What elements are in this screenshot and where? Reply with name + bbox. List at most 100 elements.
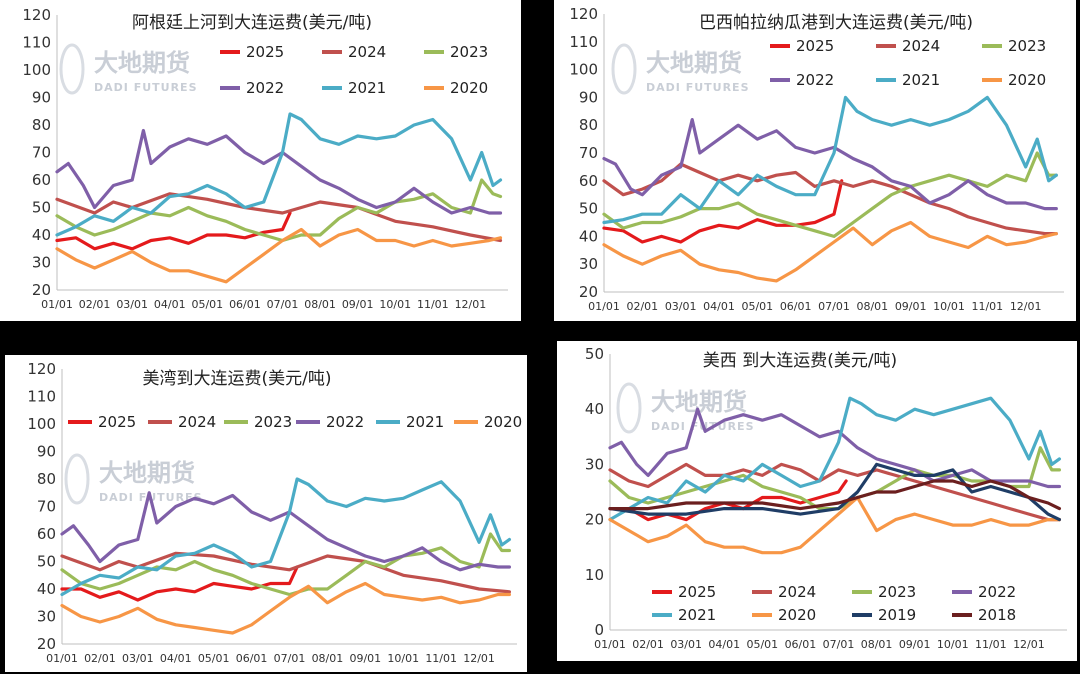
legend-label-2024: 2024 bbox=[778, 583, 816, 601]
x-tick-label: 06/01 bbox=[780, 300, 812, 313]
x-tick-label: 09/01 bbox=[342, 298, 374, 311]
y-tick-label: 100 bbox=[22, 61, 51, 79]
series-line-2024 bbox=[608, 462, 1061, 522]
y-tick-label: 110 bbox=[569, 33, 598, 51]
legend-label-2024: 2024 bbox=[902, 37, 940, 55]
series-line-2023 bbox=[608, 446, 1061, 511]
y-tick-label: 90 bbox=[32, 89, 51, 107]
legend-label-2021: 2021 bbox=[678, 606, 716, 624]
chart-panel-argentina: 20 30 40 50 60 70 80 90 100 110 120 01/01 02/01 03/01… bbox=[0, 0, 521, 321]
x-tick-label: 04/01 bbox=[708, 638, 740, 651]
series-line-2021 bbox=[60, 477, 511, 597]
y-tick-label: 60 bbox=[32, 171, 51, 189]
x-tick-label: 03/01 bbox=[670, 638, 702, 651]
y-tick-label: 80 bbox=[37, 470, 56, 488]
watermark-logo: 大地期货 DADI FUTURES bbox=[611, 43, 750, 95]
y-tick-label: 30 bbox=[32, 254, 51, 272]
watermark-name: 大地期货 bbox=[646, 49, 742, 77]
legend-label-2022: 2022 bbox=[246, 79, 284, 97]
x-tick-label: 08/01 bbox=[856, 300, 888, 313]
legend-label-2023: 2023 bbox=[1008, 37, 1046, 55]
x-tick-label: 12/01 bbox=[455, 298, 487, 311]
y-tick-label: 20 bbox=[585, 511, 604, 529]
x-tick-label: 02/01 bbox=[79, 298, 111, 311]
x-tick-label: 01/01 bbox=[594, 638, 626, 651]
x-tick-label: 10/01 bbox=[937, 638, 969, 651]
x-tick-label: 08/01 bbox=[304, 298, 336, 311]
x-tick-label: 05/01 bbox=[198, 652, 230, 665]
legend-label-2023: 2023 bbox=[450, 43, 488, 61]
x-tick-label: 02/01 bbox=[84, 652, 116, 665]
x-tick-label: 01/01 bbox=[46, 652, 78, 665]
y-tick-label: 30 bbox=[579, 255, 598, 273]
y-tick-label: 120 bbox=[22, 6, 51, 24]
y-tick-label: 90 bbox=[579, 88, 598, 106]
x-tick-label: 10/01 bbox=[379, 298, 411, 311]
series-line-2025 bbox=[608, 479, 848, 522]
y-tick-label: 30 bbox=[37, 608, 56, 626]
chart-us-gulf: 20 30 40 50 60 70 80 90 100 110 120 01/01 02/01 03/01… bbox=[27, 360, 522, 665]
legend-label-2022: 2022 bbox=[978, 583, 1016, 601]
series-line-2021 bbox=[608, 396, 1061, 522]
legend-label-2019: 2019 bbox=[878, 606, 916, 624]
x-tick-label: 10/01 bbox=[387, 652, 419, 665]
legend-label-2025: 2025 bbox=[246, 43, 284, 61]
y-tick-label: 50 bbox=[585, 345, 604, 363]
x-tick-label: 04/01 bbox=[154, 298, 186, 311]
x-tick-label: 02/01 bbox=[626, 300, 658, 313]
watermark-logo-mark bbox=[64, 453, 90, 505]
series-line-2025 bbox=[602, 179, 844, 244]
legend-label-2022: 2022 bbox=[326, 413, 364, 431]
watermark-sub: DADI FUTURES bbox=[94, 81, 198, 94]
chart-panel-us-gulf: 20 30 40 50 60 70 80 90 100 110 120 01/01 02/01 03/01… bbox=[5, 355, 527, 672]
x-tick-label: 07/01 bbox=[274, 652, 306, 665]
x-tick-label: 11/01 bbox=[417, 298, 449, 311]
legend-label-2018: 2018 bbox=[978, 606, 1016, 624]
chart-panel-brazil: 20 30 40 50 60 70 80 90 100 110 120 01/01 02/01 03/01… bbox=[554, 0, 1076, 321]
x-tick-label: 04/01 bbox=[160, 652, 192, 665]
series-line-2020 bbox=[608, 495, 1061, 555]
x-tick-label: 06/01 bbox=[785, 638, 817, 651]
y-tick-label: 50 bbox=[32, 199, 51, 217]
series-line-2021 bbox=[55, 112, 503, 237]
series-line-2024 bbox=[602, 162, 1058, 236]
legend-label-2023: 2023 bbox=[878, 583, 916, 601]
watermark-logo-mark bbox=[616, 382, 642, 434]
series-line-2022 bbox=[608, 407, 1061, 489]
x-tick-label: 11/01 bbox=[971, 300, 1003, 313]
x-tick-label: 04/01 bbox=[703, 300, 735, 313]
y-tick-label: 70 bbox=[32, 144, 51, 162]
y-tick-label: 50 bbox=[579, 200, 598, 218]
series-line-2018 bbox=[608, 479, 1061, 511]
y-tick-label: 70 bbox=[37, 498, 56, 516]
x-tick-label: 03/01 bbox=[122, 652, 154, 665]
watermark-logo: 大地期货 DADI FUTURES bbox=[59, 43, 198, 95]
x-tick-label: 08/01 bbox=[312, 652, 344, 665]
y-tick-label: 20 bbox=[32, 281, 51, 299]
chart-panel-us-west: 0 10 20 30 40 50 01/01 02/01 03/01 04/01 05/01 06/0… bbox=[557, 341, 1077, 661]
series-line-2022 bbox=[55, 128, 503, 215]
x-tick-label: 06/01 bbox=[236, 652, 268, 665]
y-tick-label: 40 bbox=[579, 227, 598, 245]
y-tick-label: 50 bbox=[37, 553, 56, 571]
x-tick-label: 09/01 bbox=[895, 300, 927, 313]
legend-label-2024: 2024 bbox=[348, 43, 386, 61]
legend-label-2020: 2020 bbox=[1008, 71, 1046, 89]
series-line-2024 bbox=[55, 192, 503, 243]
y-tick-label: 40 bbox=[32, 226, 51, 244]
legend-label-2025: 2025 bbox=[678, 583, 716, 601]
series-line-2024 bbox=[60, 551, 511, 594]
x-tick-label: 03/01 bbox=[665, 300, 697, 313]
x-tick-label: 01/01 bbox=[588, 300, 620, 313]
chart-us-west: 0 10 20 30 40 50 01/01 02/01 03/01 04/01 05/01 06/0… bbox=[585, 345, 1067, 651]
y-tick-label: 20 bbox=[579, 283, 598, 301]
x-tick-label: 12/01 bbox=[1013, 638, 1045, 651]
x-tick-label: 08/01 bbox=[861, 638, 893, 651]
legend-label-2021: 2021 bbox=[348, 79, 386, 97]
chart-title: 美湾到大连运费(美元/吨) bbox=[143, 369, 332, 389]
legend-label-2021: 2021 bbox=[902, 71, 940, 89]
x-tick-label: 09/01 bbox=[899, 638, 931, 651]
watermark-sub: DADI FUTURES bbox=[646, 81, 750, 94]
x-tick-label: 03/01 bbox=[116, 298, 148, 311]
legend-label-2020: 2020 bbox=[778, 606, 816, 624]
